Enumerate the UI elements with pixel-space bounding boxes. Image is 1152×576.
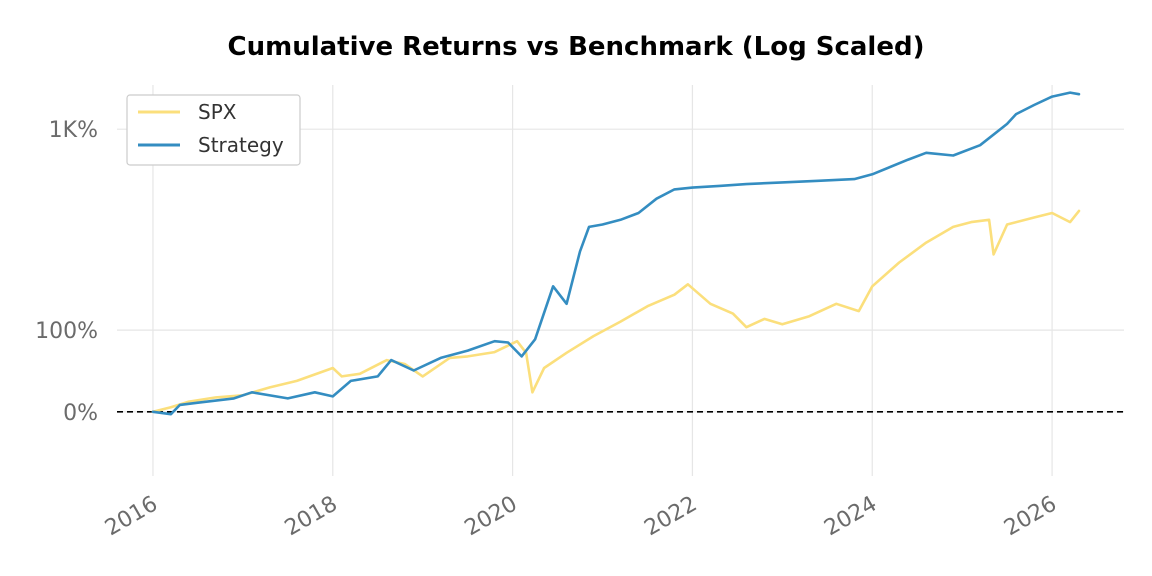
series-lines — [151, 91, 1081, 416]
x-tick-label: 2022 — [640, 492, 701, 542]
x-tick-label: 2020 — [461, 492, 522, 542]
y-tick-label: 100% — [35, 319, 98, 344]
x-tick-label: 2018 — [281, 492, 342, 542]
series-line-strategy — [151, 91, 1081, 416]
chart-title: Cumulative Returns vs Benchmark (Log Sca… — [228, 32, 925, 62]
y-tick-label: 0% — [63, 401, 98, 426]
legend-label-spx: SPX — [198, 100, 237, 124]
legend: SPX Strategy — [126, 94, 301, 166]
x-tick-label: 2024 — [820, 492, 881, 542]
y-axis-ticks: 0% 100% 1K% — [35, 118, 98, 426]
legend-label-strategy: Strategy — [198, 133, 284, 157]
series-line-spx — [151, 209, 1081, 414]
x-tick-label: 2026 — [1000, 492, 1061, 542]
y-tick-label: 1K% — [49, 118, 98, 143]
x-tick-label: 2016 — [101, 492, 162, 542]
x-axis-ticks: 2016 2018 2020 2022 2024 2026 — [101, 492, 1061, 542]
